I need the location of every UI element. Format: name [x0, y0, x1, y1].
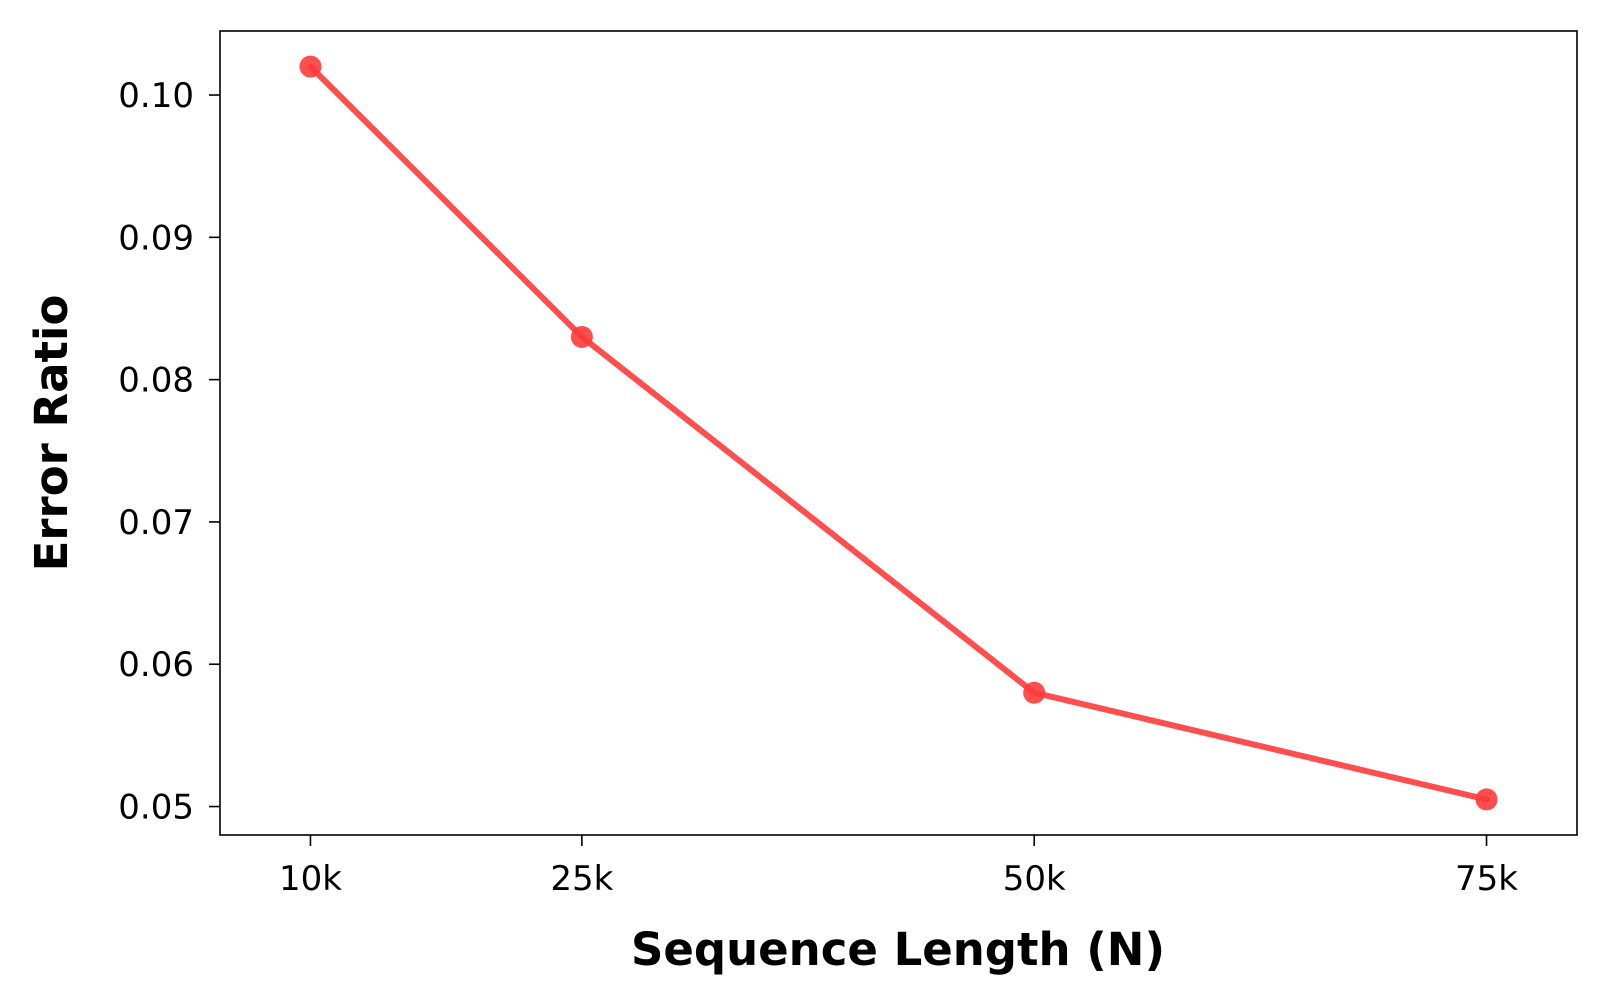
data-point — [299, 55, 322, 78]
x-tick-label: 25k — [550, 859, 613, 899]
series-layer — [299, 55, 1498, 811]
y-tick-label: 0.07 — [118, 503, 194, 543]
series-line — [307, 63, 1490, 803]
plot-area-frame — [219, 30, 1578, 836]
x-tick-label: 75k — [1455, 859, 1518, 899]
y-tick-label: 0.06 — [118, 645, 194, 685]
y-tick-label: 0.08 — [118, 361, 194, 401]
y-tick-label: 0.09 — [118, 218, 194, 258]
y-tick-label: 0.05 — [118, 788, 194, 828]
x-axis: 10k 25k 50k 75k — [279, 835, 1518, 899]
data-point — [570, 325, 593, 348]
y-axis: 0.05 0.06 0.07 0.08 0.09 0.10 — [118, 76, 220, 828]
x-tick-label: 10k — [279, 859, 342, 899]
data-point — [1475, 788, 1498, 811]
y-tick-label: 0.10 — [118, 76, 194, 116]
x-tick-label: 50k — [1003, 859, 1066, 899]
data-point — [1023, 681, 1046, 704]
y-axis-label: Error Ratio — [25, 295, 78, 572]
x-axis-label: Sequence Length (N) — [631, 923, 1165, 976]
